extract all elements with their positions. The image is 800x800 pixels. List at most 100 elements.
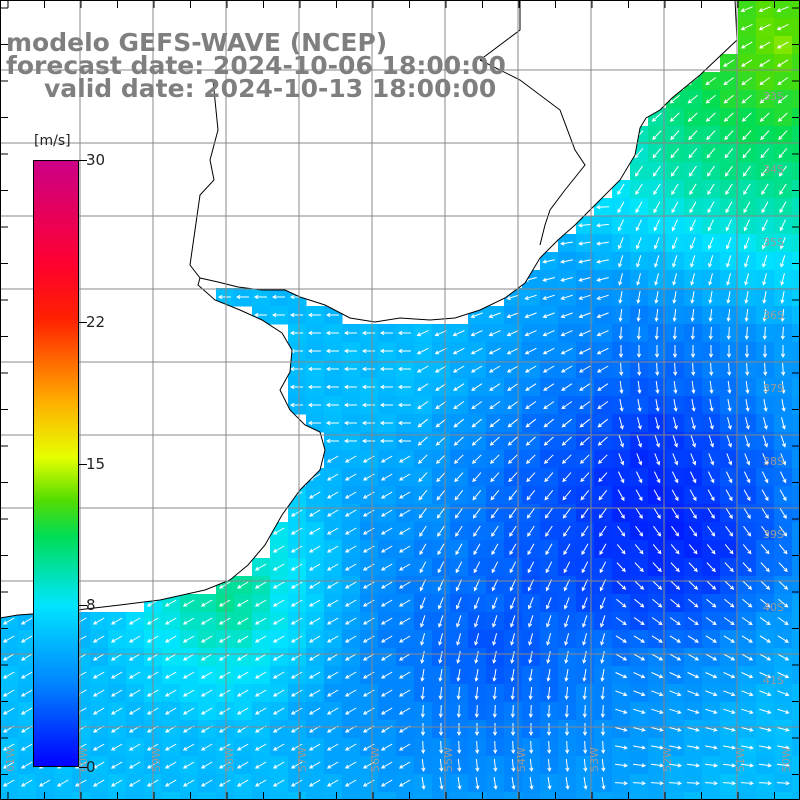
wind-arrow [489, 454, 500, 464]
wind-arrow [725, 471, 733, 484]
wind-arrow [741, 59, 753, 67]
wind-arrow [596, 277, 609, 282]
wind-arrow [580, 472, 590, 483]
wind-arrow [707, 201, 715, 214]
wind-arrow [437, 543, 445, 556]
wind-arrow [582, 704, 587, 719]
lat-label: 35S [763, 236, 784, 249]
wind-arrow [762, 255, 768, 268]
wind-arrow [762, 453, 769, 466]
wind-arrow [543, 418, 555, 428]
wind-arrow [489, 401, 501, 410]
wind-arrow [253, 294, 267, 300]
wind-arrow [200, 653, 213, 661]
wind-arrow [543, 383, 555, 391]
wind-arrow [418, 489, 428, 501]
wind-arrow [776, 41, 789, 49]
wind-arrow [2, 743, 15, 751]
wind-arrow [398, 779, 411, 787]
wind-arrow [417, 383, 429, 391]
wind-arrow [759, 653, 772, 661]
wind-arrow [600, 669, 605, 682]
wind-arrow [671, 237, 678, 250]
wind-arrow [254, 617, 267, 625]
wind-arrow [600, 686, 605, 701]
wind-arrow [654, 308, 659, 323]
wind-arrow [236, 617, 249, 625]
wind-arrow [492, 723, 498, 737]
lon-label: 53W [588, 747, 601, 772]
wind-arrow [492, 633, 498, 646]
wind-arrow [398, 743, 411, 751]
wind-arrow [200, 743, 213, 751]
wind-arrow [777, 690, 790, 697]
wind-arrow [761, 489, 769, 502]
lon-label: 56W [369, 747, 382, 772]
wind-arrow [582, 615, 588, 628]
wind-arrow [472, 472, 482, 483]
wind-arrow [379, 420, 393, 426]
wind-arrow [636, 273, 641, 286]
wind-arrow [529, 777, 534, 790]
wind-arrow [493, 777, 498, 790]
wind-arrow [110, 617, 123, 625]
wind-arrow [509, 525, 517, 537]
wind-arrow [471, 383, 483, 391]
wind-arrow [545, 561, 553, 574]
wind-arrow [380, 653, 393, 661]
lon-label: 50W [780, 747, 793, 772]
wind-arrow [218, 671, 231, 679]
wind-arrow [560, 330, 573, 337]
wind-arrow [453, 383, 465, 391]
wind-arrow [687, 745, 700, 750]
wind-arrow [200, 761, 213, 769]
wind-arrow [741, 727, 754, 732]
wind-arrow [92, 689, 105, 697]
wind-arrow [435, 454, 446, 464]
wind-arrow [2, 635, 15, 643]
wind-arrow [598, 472, 608, 483]
wind-arrow [308, 527, 321, 535]
wind-arrow [421, 777, 426, 790]
wind-arrow [615, 635, 627, 643]
lon-label: 54W [515, 747, 528, 772]
wind-arrow [236, 689, 249, 697]
wind-arrow [707, 489, 715, 502]
wind-arrow [438, 686, 443, 701]
wind-arrow [619, 399, 624, 412]
wind-arrow [691, 417, 696, 430]
wind-arrow [454, 507, 463, 519]
wind-arrow [471, 436, 482, 446]
wind-arrow [128, 617, 141, 625]
wind-arrow [344, 653, 357, 661]
wind-arrow [289, 366, 303, 372]
wind-arrow [705, 635, 717, 643]
wind-arrow [744, 435, 750, 448]
wind-arrow [777, 635, 789, 643]
wind-arrow [2, 779, 15, 787]
wind-arrow [435, 418, 447, 428]
wind-arrow [636, 308, 641, 323]
wind-arrow [545, 525, 553, 537]
wind-arrow [776, 23, 789, 31]
wind-arrow [671, 471, 679, 484]
wind-arrow [687, 112, 698, 122]
wind-arrow [455, 525, 463, 537]
wind-arrow [562, 472, 572, 483]
wind-arrow [652, 165, 661, 177]
wind-arrow [544, 472, 554, 483]
wind-arrow [726, 273, 731, 286]
wind-arrow [596, 347, 609, 355]
wind-arrow [525, 383, 537, 391]
wind-arrow [635, 201, 643, 214]
wind-arrow [779, 489, 787, 502]
wind-arrow [670, 580, 681, 590]
wind-arrow [398, 527, 411, 535]
title-model: modelo GEFS-WAVE (NCEP) [6, 28, 388, 57]
wind-arrow [560, 259, 573, 264]
wind-arrow [543, 454, 554, 464]
wind-arrow [380, 761, 393, 769]
wind-arrow [761, 183, 769, 195]
wind-arrow [686, 781, 701, 786]
wind-arrow [777, 617, 789, 626]
